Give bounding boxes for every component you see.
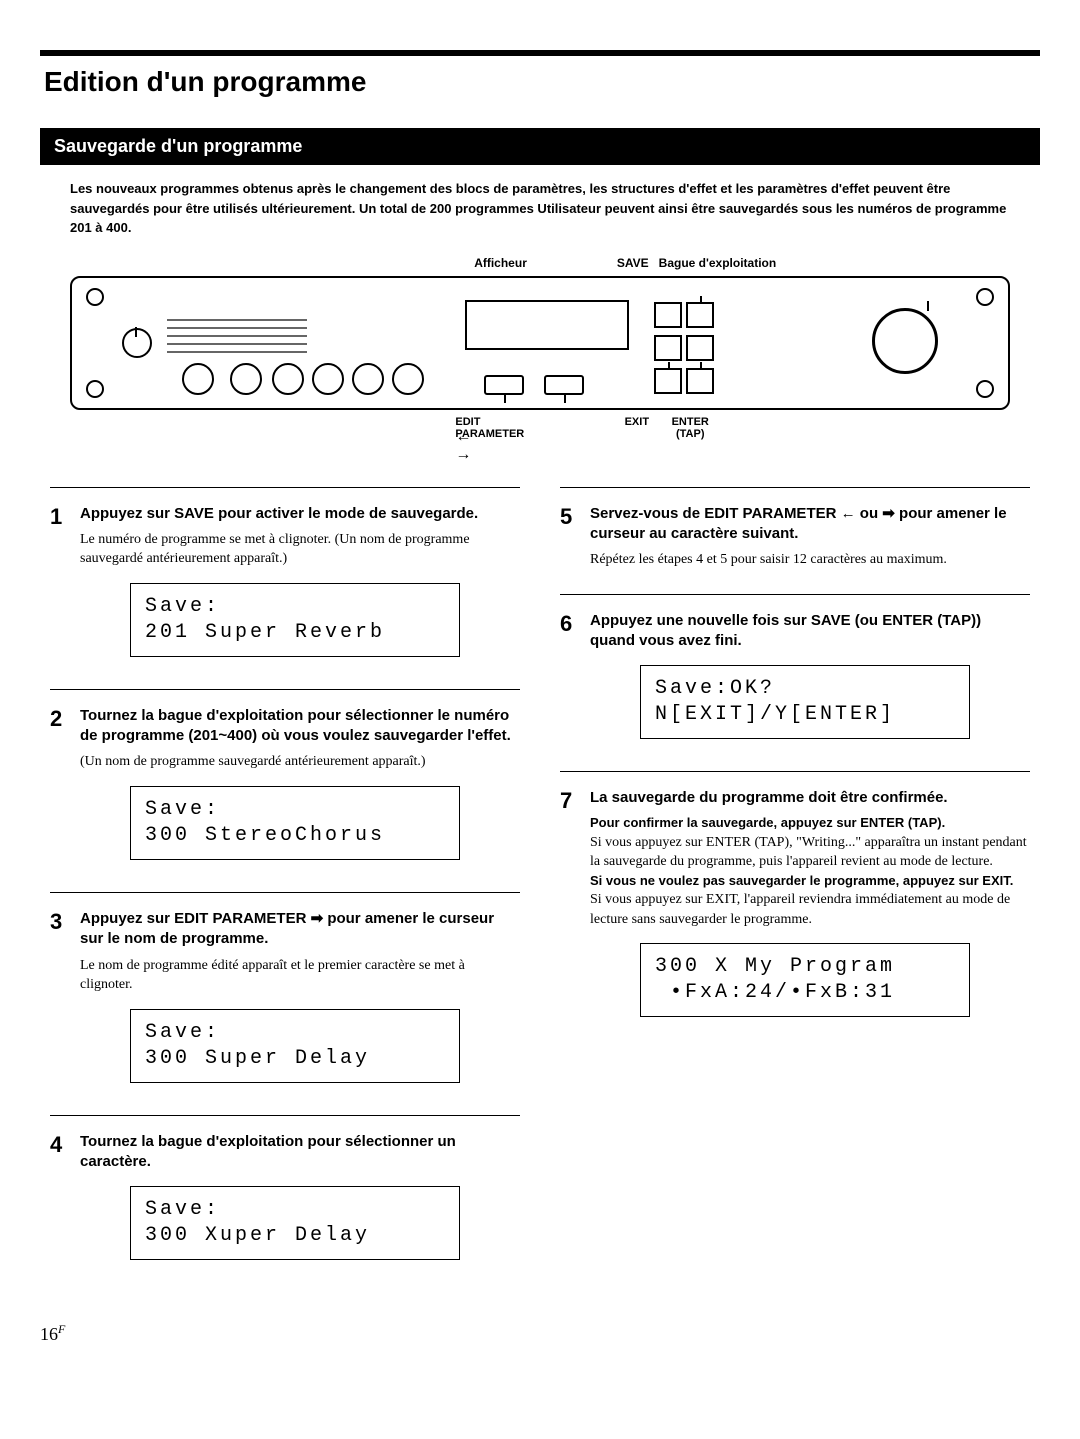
left-column: 1Appuyez sur SAVE pour activer le mode d… (50, 481, 520, 1293)
top-rule (40, 50, 1040, 56)
lcd-readout: Save: 300 Xuper Delay (130, 1186, 460, 1260)
page-title: Edition d'un programme (44, 66, 1040, 98)
step-title: Appuyez sur EDIT PARAMETER ➡ pour amener… (80, 909, 520, 950)
step-text: Pour confirmer la sauvegarde, appuyez su… (590, 814, 1030, 929)
step-body: Appuyez sur SAVE pour activer le mode de… (80, 504, 520, 665)
lcd-readout: Save: 300 StereoChorus (130, 786, 460, 860)
step: 7La sauvegarde du programme doit être co… (560, 788, 1030, 1025)
label-bague: Bague d'exploitation (659, 256, 777, 270)
page-number: 16F (40, 1322, 1040, 1345)
step-divider (50, 892, 520, 893)
step-number: 4 (50, 1132, 80, 1269)
jog-wheel (872, 308, 938, 374)
step-body: Tournez la bague d'exploitation pour sél… (80, 706, 520, 868)
step-body: La sauvegarde du programme doit être con… (590, 788, 1030, 1025)
step-body: Appuyez sur EDIT PARAMETER ➡ pour amener… (80, 909, 520, 1091)
step-title: Appuyez une nouvelle fois sur SAVE (ou E… (590, 611, 1030, 652)
step-body: Servez-vous de EDIT PARAMETER ← ou ➡ pou… (590, 504, 1030, 570)
step-divider (560, 594, 1030, 595)
intro-text: Les nouveaux programmes obtenus après le… (70, 179, 1010, 238)
step: 2Tournez la bague d'exploitation pour sé… (50, 706, 520, 868)
button-grid (652, 300, 716, 399)
step-text: Répétez les étapes 4 et 5 pour saisir 12… (590, 550, 1030, 570)
label-exit: EXIT (625, 416, 649, 428)
right-column: 5Servez-vous de EDIT PARAMETER ← ou ➡ po… (560, 481, 1030, 1293)
step-title: Appuyez sur SAVE pour activer le mode de… (80, 504, 520, 524)
device-outline (70, 276, 1010, 410)
step-number: 1 (50, 504, 80, 665)
step-title: La sauvegarde du programme doit être con… (590, 788, 1030, 808)
step-number: 6 (560, 611, 590, 748)
step-divider (50, 689, 520, 690)
lcd-readout: Save: 201 Super Reverb (130, 583, 460, 657)
label-enter-tap: ENTER (TAP) (672, 416, 709, 440)
lcd-readout: Save:OK? N[EXIT]/Y[ENTER] (640, 665, 970, 739)
step: 5Servez-vous de EDIT PARAMETER ← ou ➡ po… (560, 504, 1030, 570)
step-number: 5 (560, 504, 590, 570)
step-title: Tournez la bague d'exploitation pour sél… (80, 706, 520, 747)
step-text: (Un nom de programme sauvegardé antérieu… (80, 752, 520, 772)
step-body: Appuyez une nouvelle fois sur SAVE (ou E… (590, 611, 1030, 748)
label-afficheur: Afficheur (474, 256, 527, 270)
lcd-readout: 300 X My Program •FxA:24/•FxB:31 (640, 943, 970, 1017)
step-number: 3 (50, 909, 80, 1091)
step-number: 2 (50, 706, 80, 868)
step: 4Tournez la bague d'exploitation pour sé… (50, 1132, 520, 1269)
power-icon (122, 328, 152, 358)
step-divider (560, 487, 1030, 488)
step-text: Le nom de programme édité apparaît et le… (80, 956, 520, 995)
label-save: SAVE (617, 256, 649, 270)
step-divider (50, 487, 520, 488)
section-heading: Sauvegarde d'un programme (40, 128, 1040, 165)
step: 6Appuyez une nouvelle fois sur SAVE (ou … (560, 611, 1030, 748)
step-text: Le numéro de programme se met à clignote… (80, 530, 520, 569)
lcd-display (465, 300, 629, 350)
lcd-readout: Save: 300 Super Delay (130, 1009, 460, 1083)
device-figure: Afficheur SAVE Bague d'exploitation EDIT… (70, 256, 1010, 456)
step-title: Tournez la bague d'exploitation pour sél… (80, 1132, 520, 1173)
step-title: Servez-vous de EDIT PARAMETER ← ou ➡ pou… (590, 504, 1030, 545)
step-body: Tournez la bague d'exploitation pour sél… (80, 1132, 520, 1269)
step-divider (50, 1115, 520, 1116)
step: 3Appuyez sur EDIT PARAMETER ➡ pour amene… (50, 909, 520, 1091)
step-divider (560, 771, 1030, 772)
step-number: 7 (560, 788, 590, 1025)
step: 1Appuyez sur SAVE pour activer le mode d… (50, 504, 520, 665)
